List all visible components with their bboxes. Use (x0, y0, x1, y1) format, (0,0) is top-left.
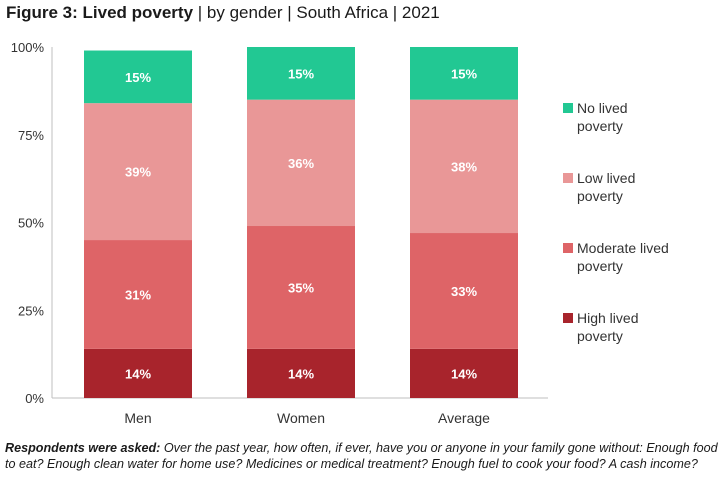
data-label: 15% (288, 66, 314, 81)
bar-segment (247, 348, 355, 398)
bar-segment (84, 103, 192, 241)
chart-title-rest: | by gender | South Africa | 2021 (193, 3, 440, 22)
bar-segment (410, 348, 518, 398)
data-label: 35% (288, 280, 314, 295)
bar-segment (84, 240, 192, 349)
footnote: Respondents were asked: Over the past ye… (5, 440, 720, 472)
legend-label: poverty (577, 328, 623, 344)
y-tick-label: 50% (18, 216, 44, 231)
bar-segment (247, 226, 355, 349)
bar-segment (247, 99, 355, 227)
data-label: 15% (125, 70, 151, 85)
y-tick-label: 75% (18, 128, 44, 143)
bar-segment (410, 47, 518, 100)
bar-segment (410, 99, 518, 234)
x-tick-label: Average (438, 410, 490, 426)
bar-segment (84, 50, 192, 104)
data-label: 31% (125, 287, 151, 302)
data-label: 36% (288, 156, 314, 171)
legend-label: Moderate lived (577, 240, 669, 256)
x-tick-label: Women (277, 410, 325, 426)
legend-swatch (563, 243, 573, 253)
bar-segment (410, 233, 518, 349)
data-label: 33% (451, 284, 477, 299)
footnote-lead: Respondents were asked: (5, 441, 161, 455)
legend-swatch (563, 103, 573, 113)
legend-label: No lived (577, 100, 628, 116)
y-tick-label: 25% (18, 303, 44, 318)
legend-label: High lived (577, 310, 638, 326)
bar-segment (247, 47, 355, 100)
legend-swatch (563, 313, 573, 323)
legend-label: poverty (577, 258, 623, 274)
footnote-text: Over the past year, how often, if ever, … (5, 441, 718, 471)
bar-segment (84, 348, 192, 398)
data-label: 14% (125, 366, 151, 381)
data-label: 39% (125, 165, 151, 180)
data-label: 14% (451, 366, 477, 381)
y-tick-label: 100% (11, 40, 45, 55)
y-tick-label: 0% (25, 391, 44, 406)
data-label: 14% (288, 366, 314, 381)
legend-swatch (563, 173, 573, 183)
x-tick-label: Men (124, 410, 151, 426)
chart-plot: 0% 25% 50% 75% 100% 14% 31% 39% 15% Men 14% 35% 36% 1… (11, 40, 669, 426)
chart-title-bold: Figure 3: Lived poverty (6, 3, 194, 22)
chart-title: Figure 3: Lived poverty | by gender | So… (6, 3, 440, 23)
data-label: 38% (451, 159, 477, 174)
legend-label: poverty (577, 188, 623, 204)
legend-label: poverty (577, 118, 623, 134)
legend-label: Low lived (577, 170, 635, 186)
data-label: 15% (451, 66, 477, 81)
